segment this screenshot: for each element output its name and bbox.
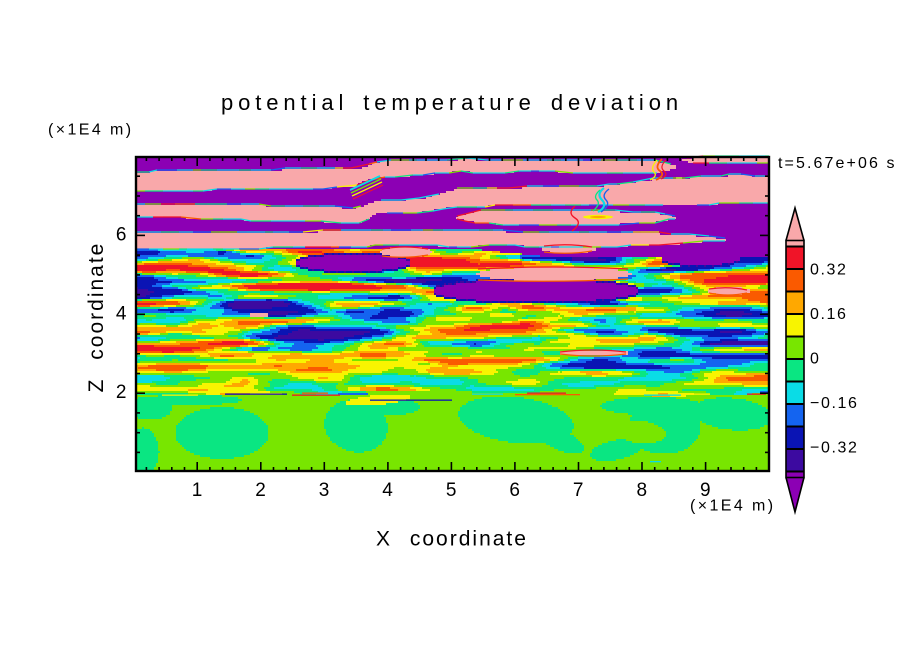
svg-text:9: 9 bbox=[700, 480, 711, 501]
svg-text:X coordinate: X coordinate bbox=[376, 528, 528, 551]
svg-text:(×1E4 m): (×1E4 m) bbox=[48, 122, 133, 139]
svg-text:4: 4 bbox=[116, 303, 127, 324]
svg-text:8: 8 bbox=[637, 480, 648, 501]
svg-text:2: 2 bbox=[255, 480, 266, 501]
svg-text:4: 4 bbox=[382, 480, 393, 501]
svg-text:−0.16: −0.16 bbox=[810, 395, 858, 412]
svg-text:1: 1 bbox=[192, 480, 203, 501]
svg-text:0.16: 0.16 bbox=[810, 306, 848, 323]
svg-text:6: 6 bbox=[116, 224, 127, 245]
svg-text:6: 6 bbox=[509, 480, 520, 501]
svg-text:−0.32: −0.32 bbox=[810, 440, 858, 457]
svg-text:7: 7 bbox=[573, 480, 584, 501]
svg-text:(×1E4 m): (×1E4 m) bbox=[690, 498, 775, 515]
svg-text:t=5.67e+06 s: t=5.67e+06 s bbox=[778, 155, 897, 172]
svg-text:0.32: 0.32 bbox=[810, 262, 848, 279]
svg-text:2: 2 bbox=[116, 382, 127, 403]
svg-text:5: 5 bbox=[446, 480, 457, 501]
svg-text:Z coordinate: Z coordinate bbox=[85, 242, 108, 393]
svg-text:3: 3 bbox=[319, 480, 330, 501]
svg-text:potential temperature deviatio: potential temperature deviation bbox=[221, 90, 683, 115]
svg-text:0: 0 bbox=[810, 351, 821, 368]
